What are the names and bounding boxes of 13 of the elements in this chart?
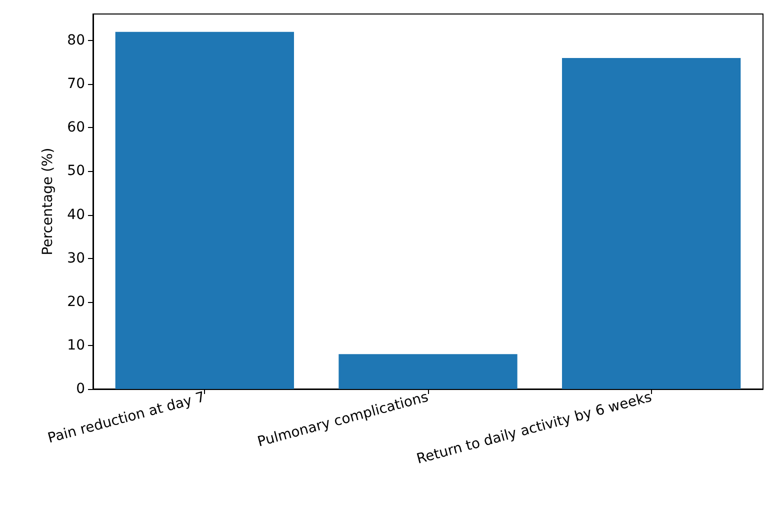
y-tick-label: 80: [67, 32, 85, 49]
y-tick-label: 20: [67, 294, 85, 310]
y-tick-label: 70: [67, 76, 85, 92]
y-tick-label: 30: [67, 250, 85, 266]
bar: [115, 32, 294, 389]
y-tick-label: 10: [67, 337, 85, 354]
y-axis-title: Percentage (%): [40, 148, 56, 256]
y-tick-label: 50: [67, 163, 85, 180]
y-tick-label: 60: [67, 120, 85, 136]
bar: [338, 354, 518, 389]
bar: [562, 58, 741, 389]
y-tick-label: 0: [76, 381, 85, 397]
y-tick-label: 40: [67, 206, 85, 223]
